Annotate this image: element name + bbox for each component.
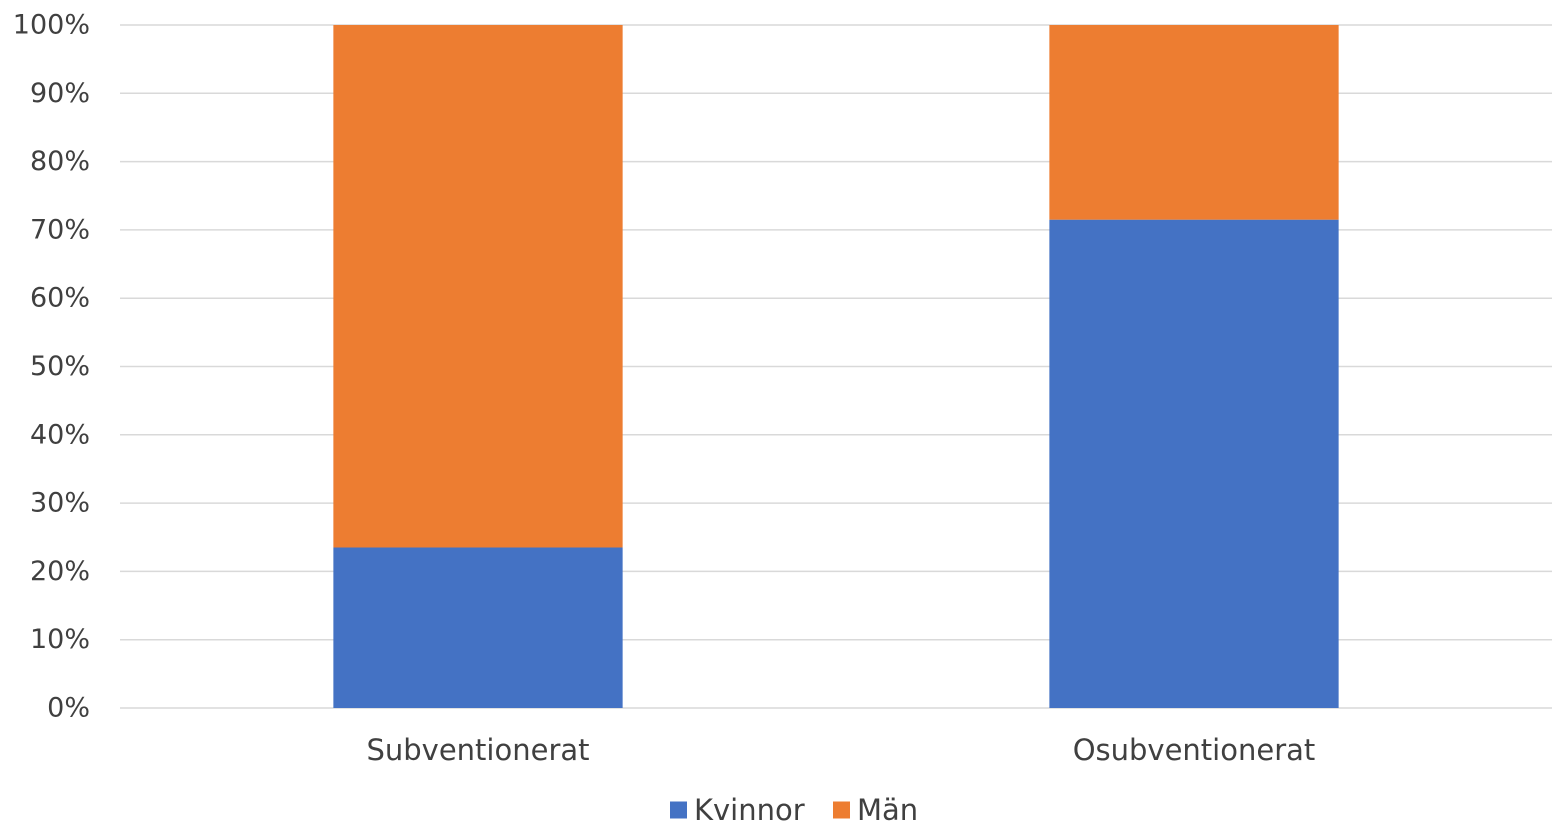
bar-segment-kvinnor-subventionerat	[333, 547, 623, 708]
y-tick-label: 100%	[13, 10, 90, 41]
legend-label: Kvinnor	[694, 793, 805, 825]
y-tick-label: 30%	[30, 488, 90, 519]
bar-segment-kvinnor-osubventionerat	[1049, 219, 1339, 708]
y-tick-label: 70%	[30, 214, 90, 245]
x-axis-categories: Subventionerat Osubventionerat	[366, 733, 1315, 767]
y-tick-label: 20%	[30, 556, 90, 587]
y-tick-label: 0%	[47, 693, 90, 724]
legend-label: Män	[857, 793, 918, 825]
y-tick-label: 60%	[30, 283, 90, 314]
bars	[333, 25, 1339, 708]
legend: Kvinnor Män	[670, 793, 918, 827]
bar-segment-m-n-osubventionerat	[1049, 25, 1339, 220]
y-tick-label: 50%	[30, 351, 90, 382]
bar-segment-m-n-subventionerat	[333, 25, 623, 548]
legend-swatch	[670, 801, 687, 819]
legend-swatch	[833, 801, 850, 819]
y-axis-ticks: 0% 10% 20% 30% 40% 50% 60% 70% 80% 90% 100%	[13, 10, 90, 724]
y-tick-label: 10%	[30, 624, 90, 655]
y-tick-label: 90%	[30, 78, 90, 109]
x-category-label: Subventionerat	[366, 733, 589, 767]
x-category-label: Osubventionerat	[1073, 733, 1316, 767]
y-tick-label: 40%	[30, 419, 90, 450]
y-tick-label: 80%	[30, 146, 90, 177]
